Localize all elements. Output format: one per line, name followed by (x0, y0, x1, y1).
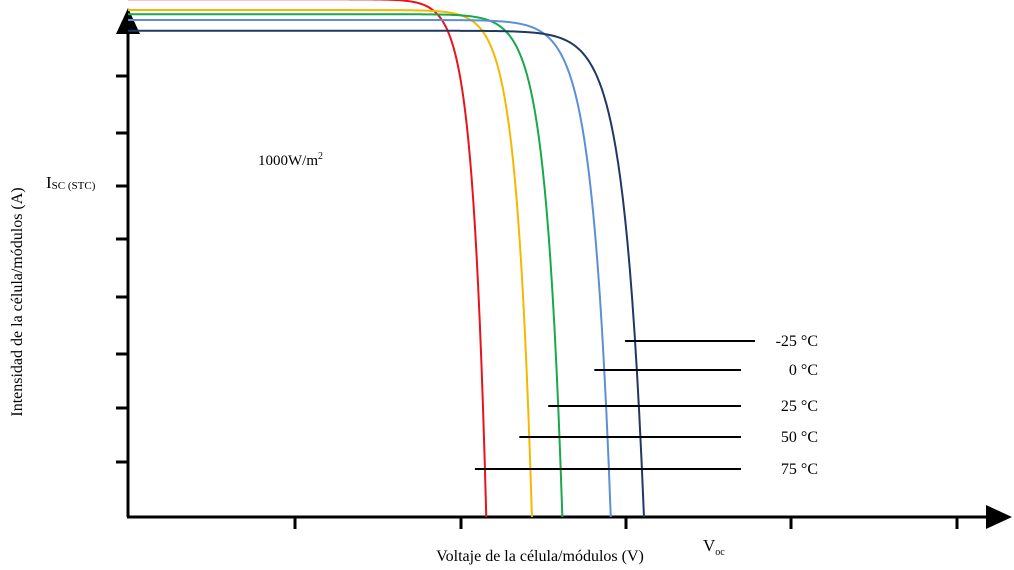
irradiance-value: 1000W/m (258, 153, 318, 169)
irradiance-label: 1000W/m2 (258, 151, 323, 169)
isc-label-main: I (46, 173, 52, 192)
x-ticks (293, 517, 959, 529)
curve-0c (128, 19, 612, 518)
curve--25c (128, 29, 645, 518)
isc-label: ISC (STC) (46, 173, 96, 192)
voc-label-main: V (703, 536, 716, 555)
temp-label-1: -25 °C (776, 333, 818, 350)
curve-75c (128, 0, 488, 518)
curve-25c (128, 13, 564, 518)
curve-50c (128, 9, 533, 518)
temp-label-3: 25 °C (781, 398, 818, 415)
x-axis-label: Voltaje de la célula/módulos (V) (436, 548, 644, 565)
temp-label-2: 0 °C (789, 362, 818, 379)
x-axis-arrow (986, 505, 1012, 529)
iv-curves (128, 0, 645, 518)
voc-label: Voc (703, 536, 725, 558)
isc-label-sub: SC (STC) (52, 180, 96, 192)
temp-label-5: 75 °C (781, 461, 818, 478)
temperature-leaders: -25 °C 0 °C 25 °C 50 °C 75 °C (474, 333, 818, 478)
y-ticks (116, 74, 128, 464)
temp-label-4: 50 °C (781, 429, 818, 446)
y-axis-label: Intensidad de la célula/módulos (A) (9, 187, 26, 416)
irradiance-exponent: 2 (318, 151, 323, 162)
voc-label-sub: oc (715, 547, 725, 558)
